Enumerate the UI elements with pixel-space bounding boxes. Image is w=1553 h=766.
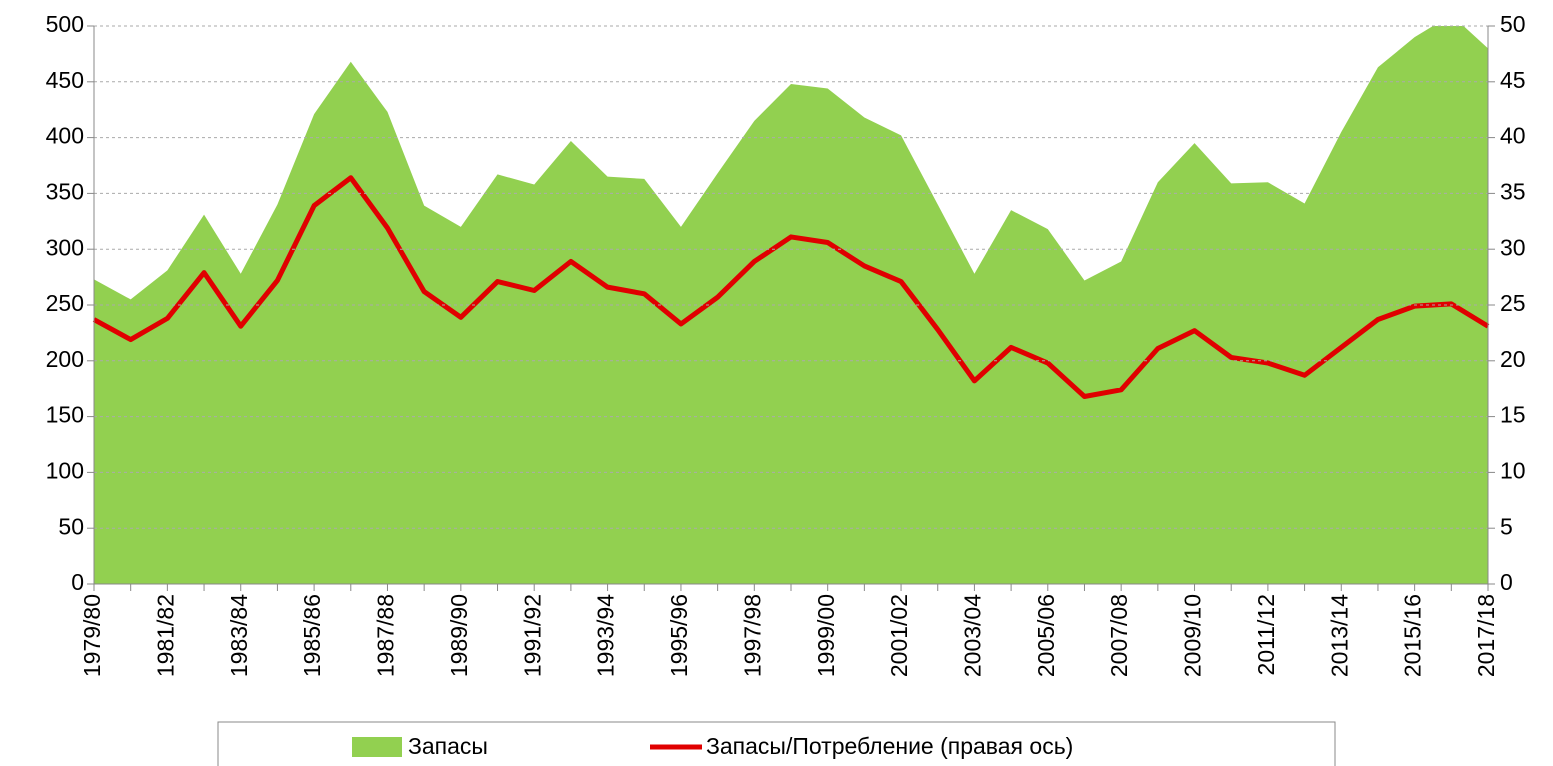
y2-tick-label: 0 [1500,569,1513,595]
y2-tick-label: 45 [1500,67,1526,93]
y-tick-label: 500 [46,11,84,37]
y-tick-label: 0 [71,569,84,595]
x-tick-label: 1993/94 [593,594,619,677]
y2-tick-label: 5 [1500,513,1513,539]
plot-area [94,26,1488,584]
x-tick-label: 1999/00 [813,594,839,677]
y-tick-label: 450 [46,67,84,93]
line [92,175,1490,400]
y-tick-label: 200 [46,346,84,372]
x-tick-label: 1997/98 [739,594,765,677]
y2-tick-label: 20 [1500,346,1526,372]
x-tick-label: 1985/86 [299,594,325,677]
x-tick-label: 2003/04 [959,594,985,677]
legend-swatch [352,737,402,757]
x-tick-label: 1995/96 [666,594,692,677]
y2-tick-label: 10 [1500,457,1526,483]
y-tick-label: 100 [46,457,84,483]
y-tick-label: 50 [58,513,84,539]
x-tick-label: 2017/18 [1473,594,1499,677]
x-tick-label: 2009/10 [1180,594,1206,677]
x-tick-label: 1981/82 [152,594,178,677]
x-tick-label: 1979/80 [79,594,105,677]
y-tick-label: 400 [46,123,84,149]
x-tick-label: 2015/16 [1400,594,1426,677]
area [94,26,1488,584]
y-tick-label: 300 [46,234,84,260]
x-tick-label: 1991/92 [519,594,545,677]
y-tick-label: 150 [46,402,84,428]
y-tick-label: 350 [46,178,84,204]
legend-label: Запасы/Потребление (правая ось) [706,733,1073,759]
y2-tick-label: 50 [1500,11,1526,37]
x-tick-label: 2005/06 [1033,594,1059,677]
x-tick-label: 2013/14 [1326,594,1352,677]
y2-tick-label: 25 [1500,290,1526,316]
y-tick-label: 250 [46,290,84,316]
legend [217,721,1336,766]
x-tick-label: 2001/02 [886,594,912,677]
x-tick-label: 2007/08 [1106,594,1132,677]
y2-tick-label: 35 [1500,178,1526,204]
x-tick-label: 2011/12 [1253,594,1279,675]
y2-tick-label: 30 [1500,234,1526,260]
x-tick-label: 1987/88 [373,594,399,677]
x-tick-label: 1989/90 [446,594,472,677]
y2-tick-label: 40 [1500,123,1526,149]
y2-tick-label: 15 [1500,402,1526,428]
x-tick-label: 1983/84 [226,594,252,677]
legend-label: Запасы [408,733,488,759]
